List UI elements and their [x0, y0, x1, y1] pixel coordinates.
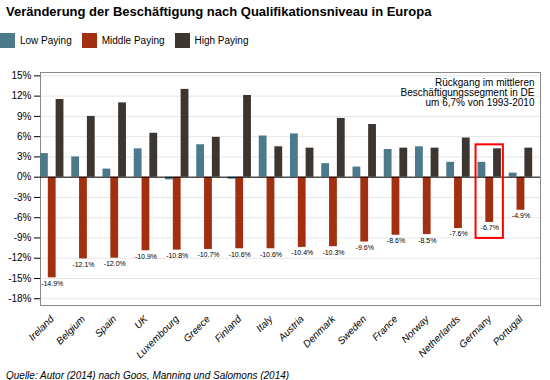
html-text:High Paying: High Paying — [194, 35, 249, 46]
svg-text:9%: 9% — [17, 111, 32, 122]
svg-text:Finland: Finland — [212, 313, 243, 344]
svg-text:-10.6%: -10.6% — [260, 251, 282, 258]
svg-text:-10.9%: -10.9% — [135, 253, 157, 260]
svg-text:Belgium: Belgium — [54, 313, 87, 346]
svg-text:Ireland: Ireland — [26, 313, 56, 343]
svg-text:Sweden: Sweden — [335, 313, 369, 347]
svg-text:-6%: -6% — [14, 212, 32, 223]
svg-text:Greece: Greece — [181, 313, 212, 344]
svg-text:0%: 0% — [17, 171, 32, 182]
svg-text:-10.3%: -10.3% — [322, 249, 344, 256]
svg-text:-8.5%: -8.5% — [418, 237, 436, 244]
svg-text:-3%: -3% — [14, 192, 32, 203]
svg-text:Rückgang im mittlerenBeschäfti: Rückgang im mittlerenBeschäftigungssegme… — [401, 77, 535, 108]
html-text:Low Paying: Low Paying — [20, 35, 72, 46]
svg-text:-7.6%: -7.6% — [449, 230, 467, 237]
svg-text:15%: 15% — [11, 70, 31, 81]
svg-text:Italy: Italy — [254, 313, 275, 334]
svg-text:Luxembourg: Luxembourg — [134, 313, 181, 360]
svg-text:Norway: Norway — [399, 313, 431, 345]
svg-text:-4.9%: -4.9% — [512, 212, 530, 219]
svg-text:France: France — [370, 313, 400, 343]
svg-text:6%: 6% — [17, 131, 32, 142]
svg-text:-10.7%: -10.7% — [197, 251, 219, 258]
svg-text:-12.0%: -12.0% — [104, 260, 126, 267]
svg-text:-8.6%: -8.6% — [387, 237, 405, 244]
svg-text:Netherlands: Netherlands — [416, 313, 462, 359]
svg-text:Germany: Germany — [457, 313, 495, 351]
svg-text:-6.7%: -6.7% — [481, 224, 499, 231]
svg-text:3%: 3% — [17, 151, 32, 162]
svg-text:-10.4%: -10.4% — [291, 249, 313, 256]
svg-text:UK: UK — [132, 312, 151, 331]
svg-text:-14.9%: -14.9% — [41, 280, 63, 287]
svg-text:-12%: -12% — [8, 252, 31, 263]
svg-text:Austria: Austria — [275, 313, 306, 344]
svg-text:Spain: Spain — [93, 313, 119, 339]
svg-text:-9%: -9% — [14, 232, 32, 243]
html-text:Quelle: Autor (2014) nach Goos: Quelle: Autor (2014) nach Goos, Manning … — [6, 370, 290, 380]
svg-text:-18%: -18% — [8, 293, 31, 304]
svg-text:Denmark: Denmark — [301, 313, 338, 350]
svg-text:-10.6%: -10.6% — [229, 251, 251, 258]
svg-text:12%: 12% — [11, 90, 31, 101]
svg-text:-15%: -15% — [8, 273, 31, 284]
html-text:Veränderung der Beschäftigung: Veränderung der Beschäftigung nach Quali… — [6, 4, 432, 19]
svg-text:-9.6%: -9.6% — [356, 244, 374, 251]
svg-text:Portugal: Portugal — [491, 313, 526, 348]
html-text:Middle Paying: Middle Paying — [101, 35, 165, 46]
svg-text:-10.8%: -10.8% — [166, 252, 188, 259]
svg-text:-12.1%: -12.1% — [72, 261, 94, 268]
